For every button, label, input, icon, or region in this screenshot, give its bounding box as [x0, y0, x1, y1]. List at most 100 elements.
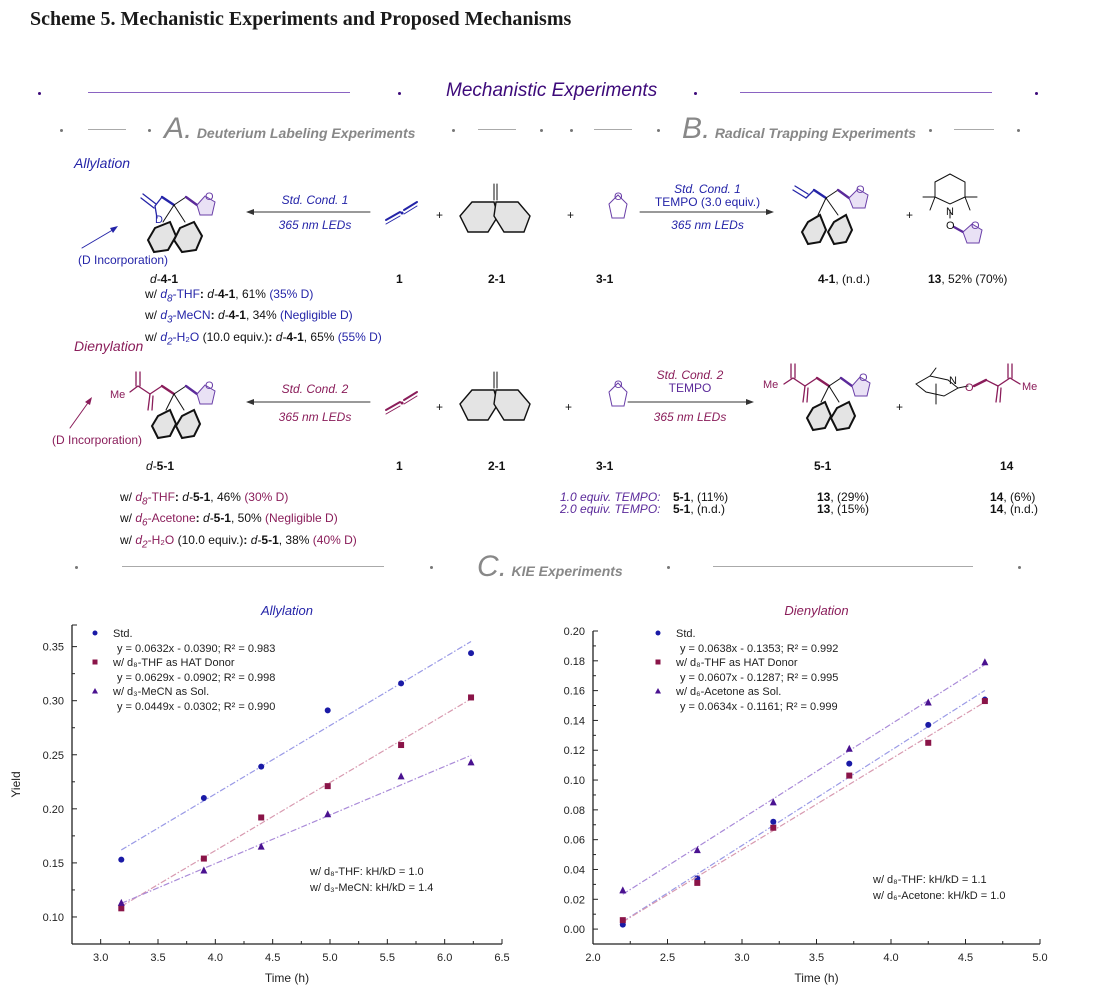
divider-line — [713, 566, 973, 567]
bond — [836, 188, 851, 200]
left-condition-top: Std. Cond. 2 — [281, 382, 349, 396]
legend-marker-square — [655, 659, 661, 665]
bond — [403, 395, 418, 405]
y-tick-label: 0.00 — [564, 924, 585, 936]
divider-line — [88, 129, 126, 130]
oxygen-label: O — [614, 191, 623, 203]
bond — [997, 377, 1011, 387]
data-point-square — [200, 855, 207, 862]
right-condition-top: Std. Cond. 2 — [656, 368, 724, 382]
data-point-circle — [925, 721, 932, 728]
methyl-label: Me — [110, 389, 125, 401]
left-condition-bottom: 365 nm LEDs — [278, 218, 352, 232]
bond — [173, 204, 186, 223]
divider-dot — [60, 129, 63, 132]
oxygen-label: O — [614, 379, 623, 391]
compound-label-d-5-1: d-5-1 — [146, 459, 174, 473]
data-point-triangle — [467, 758, 475, 766]
deuterated-prefix: d- — [146, 459, 157, 473]
bond — [184, 384, 199, 396]
data-point-circle — [258, 763, 265, 770]
bond — [184, 195, 199, 207]
thf-ring — [962, 223, 983, 244]
bond — [142, 193, 157, 205]
compound-label-1: 1 — [396, 459, 403, 473]
section-a-letter: A. — [164, 112, 193, 145]
phenyl-ring — [805, 400, 833, 432]
arrow-line — [69, 399, 91, 429]
tempo-result: 13, (29%) — [817, 490, 870, 504]
thf-ring — [196, 384, 216, 405]
deuterated-prefix: d- — [150, 272, 161, 286]
fit-line-0 — [622, 689, 986, 923]
phenyl-ring — [493, 389, 531, 421]
bond — [173, 385, 187, 395]
plus-sign: + — [436, 208, 444, 222]
kie-annotation: w/ d₃-MeCN: kH/kD = 1.4 — [309, 882, 433, 894]
phenyl-ring — [172, 220, 204, 254]
arrow-head — [746, 399, 754, 405]
oxygen-label: O — [946, 220, 955, 232]
methyl-label: Me — [763, 379, 778, 391]
bond — [151, 395, 154, 411]
legend-marker-square — [92, 659, 98, 665]
bond — [129, 385, 139, 393]
left-condition-top: Std. Cond. 1 — [281, 193, 349, 207]
bond — [149, 385, 163, 395]
data-point-square — [398, 742, 405, 749]
legend-fit-equation: y = 0.0629x - 0.0902; R² = 0.998 — [117, 672, 275, 684]
compound-label-3-1: 3-1 — [596, 459, 613, 473]
oxygen-label: O — [205, 380, 214, 392]
bond — [817, 197, 827, 216]
bond — [839, 376, 854, 388]
thf-ring — [608, 194, 628, 219]
bond — [828, 385, 840, 403]
bond — [820, 385, 830, 403]
divider-line — [740, 92, 992, 93]
result-line: w/ d6-Acetone: d-5-1, 50% (Negligible D) — [120, 511, 338, 529]
oxygen-label: O — [965, 382, 974, 394]
x-axis-label: Time (h) — [265, 971, 309, 985]
y-tick-label: 0.14 — [564, 715, 585, 727]
data-point-circle — [324, 707, 331, 714]
fit-line-1 — [121, 698, 472, 907]
kie-annotation: w/ d₆-Acetone: kH/kD = 1.0 — [872, 890, 1006, 902]
right-condition-middle: TEMPO (3.0 equiv.) — [654, 195, 761, 209]
main-title: Mechanistic Experiments — [446, 80, 658, 101]
divider-dot — [1017, 129, 1020, 132]
data-point-circle — [846, 760, 853, 767]
dienylation-scheme: Me O O Me O N O Me — [69, 363, 1037, 440]
dienylation-label: Dienylation — [74, 338, 144, 354]
y-tick-label: 0.30 — [43, 696, 64, 708]
compound-yield: , (n.d.) — [835, 272, 871, 286]
divider-line — [88, 92, 350, 93]
plus-sign: + — [565, 400, 573, 414]
compound-label-2-1: 2-1 — [488, 459, 505, 473]
tempo-result: 5-1, (11%) — [673, 490, 729, 504]
x-tick-label: 4.0 — [883, 952, 898, 964]
thf-ring — [851, 376, 871, 397]
right-condition-bottom: 365 nm LEDs — [671, 218, 744, 232]
data-point-square — [981, 698, 988, 705]
left-condition-bottom: 365 nm LEDs — [278, 410, 352, 424]
oxygen-label: O — [205, 191, 214, 203]
bond — [403, 205, 418, 215]
phenyl-ring — [459, 201, 499, 233]
y-tick-label: 0.08 — [564, 805, 585, 817]
divider-line — [594, 129, 632, 130]
tempo-condition-1: 1.0 equiv. TEMPO: — [560, 490, 661, 504]
divider-line — [122, 566, 384, 567]
thf-ring — [848, 188, 869, 209]
arrow-line — [81, 227, 117, 249]
plus-sign: + — [896, 400, 904, 414]
data-point-circle — [200, 795, 207, 802]
atom — [400, 211, 404, 215]
data-point-circle — [770, 818, 777, 825]
data-point-square — [118, 905, 125, 912]
phenyl-ring — [459, 389, 499, 421]
bond — [802, 385, 806, 403]
right-condition-top: Std. Cond. 1 — [674, 182, 741, 196]
y-tick-label: 0.10 — [43, 912, 64, 924]
bond — [825, 189, 839, 199]
nitrogen-label: N — [946, 206, 954, 218]
